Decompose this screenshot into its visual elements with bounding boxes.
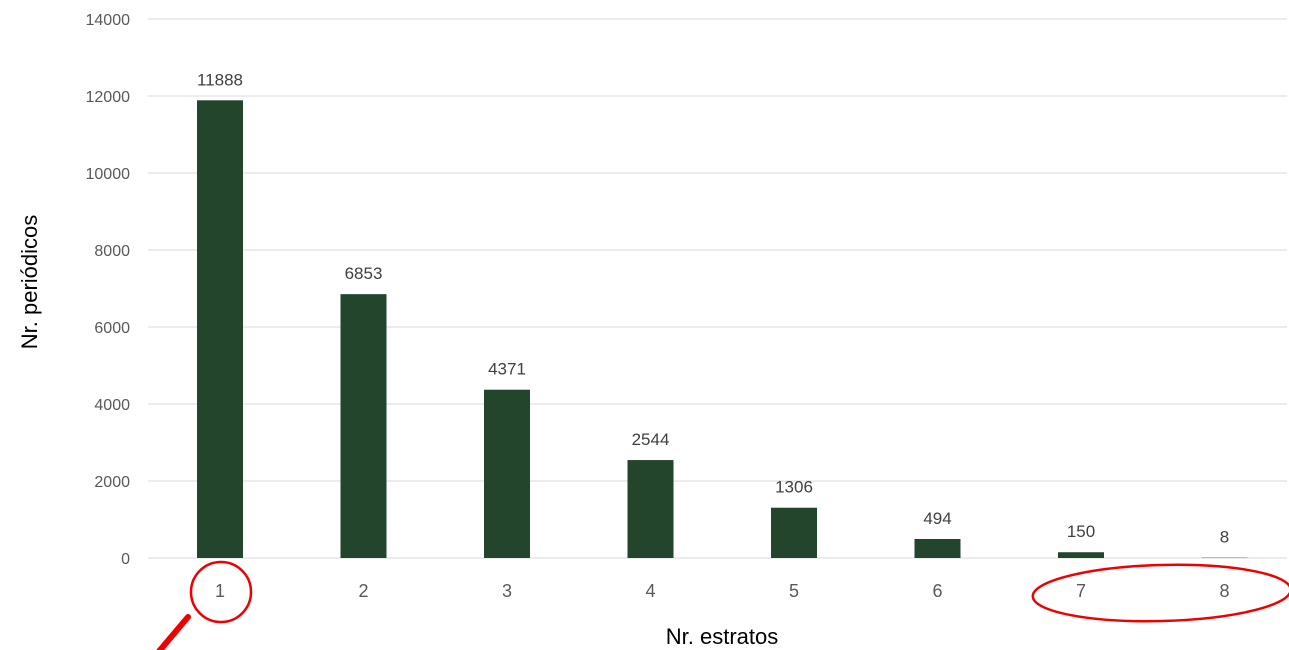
y-axis-label: Nr. periódicos <box>17 215 42 350</box>
x-axis-ticks: 1 2 3 4 5 6 7 8 <box>215 581 1230 601</box>
x-tick-label: 7 <box>1076 581 1086 601</box>
data-label: 1306 <box>775 478 813 497</box>
bar <box>914 538 961 558</box>
bar <box>771 507 817 558</box>
y-tick-label: 2000 <box>94 474 130 491</box>
bar <box>484 389 530 558</box>
x-tick-label: 6 <box>932 581 942 601</box>
data-label: 8 <box>1220 528 1229 547</box>
annotations <box>156 560 1289 650</box>
y-tick-label: 6000 <box>94 320 130 337</box>
data-label: 2544 <box>632 430 670 449</box>
y-axis-ticks: 0 2000 4000 6000 8000 10000 12000 14000 <box>86 12 131 568</box>
y-tick-label: 4000 <box>94 397 130 414</box>
y-tick-label: 10000 <box>86 166 131 183</box>
x-tick-label: 3 <box>502 581 512 601</box>
x-tick-label: 1 <box>215 581 225 601</box>
bar <box>197 100 243 558</box>
highlight-arrow <box>156 614 191 650</box>
data-labels: 11888 6853 4371 2544 1306 494 150 8 <box>197 70 1229 546</box>
x-tick-label: 8 <box>1219 581 1229 601</box>
bar <box>627 460 674 558</box>
data-label: 494 <box>923 509 951 528</box>
data-label: 6853 <box>345 264 383 283</box>
data-label: 150 <box>1067 522 1095 541</box>
bar <box>1058 552 1104 558</box>
x-tick-label: 5 <box>789 581 799 601</box>
highlight-ellipse <box>1031 563 1289 623</box>
y-tick-label: 12000 <box>86 89 131 106</box>
x-tick-label: 4 <box>645 581 655 601</box>
data-label: 4371 <box>488 360 526 379</box>
x-tick-label: 2 <box>358 581 368 601</box>
gridlines <box>148 18 1287 559</box>
bar <box>340 294 387 558</box>
y-tick-label: 14000 <box>86 12 131 29</box>
highlight-circle <box>189 560 253 624</box>
y-tick-label: 0 <box>121 551 130 568</box>
data-label: 11888 <box>197 70 243 89</box>
x-axis-label: Nr. estratos <box>666 624 778 649</box>
y-tick-label: 8000 <box>94 243 130 260</box>
bars <box>197 100 1248 558</box>
